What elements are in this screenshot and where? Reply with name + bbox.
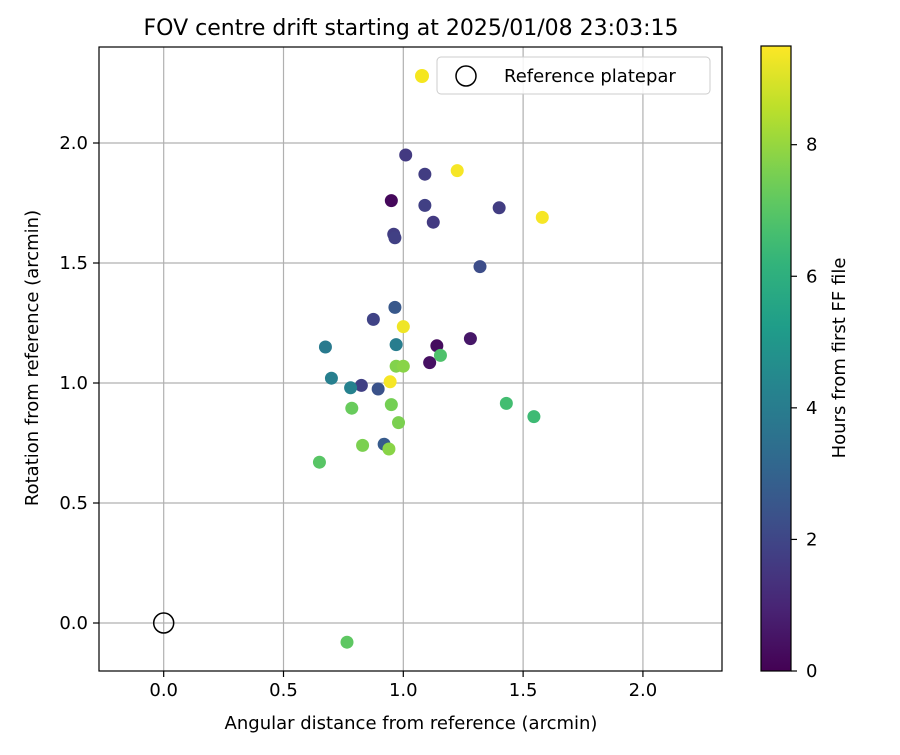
data-point	[383, 375, 397, 389]
data-point	[418, 167, 432, 181]
colorbar-gradient	[761, 46, 791, 671]
data-point	[499, 396, 513, 410]
data-point	[345, 401, 359, 415]
reference-layer	[152, 612, 175, 634]
data-point	[354, 378, 368, 392]
chart-title: FOV centre drift starting at 2025/01/08 …	[144, 16, 679, 41]
colorbar-tick-label: 6	[806, 266, 817, 287]
colorbar-tick-label: 2	[806, 529, 817, 550]
data-point	[384, 398, 398, 412]
reference-marker	[152, 612, 175, 634]
x-tick-label: 0.5	[269, 680, 298, 701]
data-point	[384, 194, 398, 208]
legend: Reference platepar	[415, 56, 711, 95]
data-point	[388, 300, 402, 314]
data-point	[399, 148, 413, 162]
data-point	[366, 312, 380, 326]
grid-lines	[99, 47, 722, 671]
y-axis-label: Rotation from reference (arcmin)	[22, 210, 43, 506]
data-point	[324, 371, 338, 385]
legend-marker-reference	[455, 65, 477, 87]
colorbar-ticks: 0 2 4 6 8	[791, 135, 817, 682]
data-point	[426, 215, 440, 229]
x-tick-label: 1.0	[389, 680, 418, 701]
x-axis-label: Angular distance from reference (arcmin)	[225, 713, 598, 734]
data-point	[433, 348, 447, 362]
legend-box	[436, 56, 711, 95]
x-tick-label: 0.0	[149, 680, 178, 701]
axis-ticks: 0.0 0.5 1.0 1.5 2.0 0.0 0.5 1.0 1.5 2.0	[59, 133, 657, 701]
data-point	[527, 410, 541, 424]
colorbar: 0 2 4 6 8 Hours from first FF file	[760, 45, 850, 682]
data-point	[344, 381, 358, 395]
data-point	[473, 260, 487, 274]
plot-frame	[98, 46, 723, 672]
data-point	[340, 635, 354, 649]
data-point	[388, 231, 402, 245]
data-point	[312, 455, 326, 469]
data-points	[312, 148, 549, 649]
colorbar-tick-label: 8	[806, 135, 817, 156]
colorbar-tick-label: 4	[806, 398, 817, 419]
data-point	[396, 359, 410, 373]
y-tick-label: 0.0	[59, 613, 88, 634]
data-point	[396, 320, 410, 334]
x-tick-label: 1.5	[509, 680, 538, 701]
legend-marker-filled	[415, 69, 429, 83]
data-point	[318, 340, 332, 354]
data-point	[371, 382, 385, 396]
data-point	[492, 201, 506, 215]
x-tick-label: 2.0	[629, 680, 658, 701]
colorbar-frame	[760, 45, 792, 672]
y-tick-label: 1.0	[59, 373, 88, 394]
y-tick-label: 0.5	[59, 493, 88, 514]
y-tick-label: 2.0	[59, 133, 88, 154]
y-tick-label: 1.5	[59, 253, 88, 274]
colorbar-tick-label: 0	[806, 661, 817, 682]
data-point	[356, 438, 370, 452]
colorbar-label: Hours from first FF file	[829, 258, 850, 459]
data-point	[423, 356, 437, 370]
data-point	[450, 164, 464, 178]
data-point	[463, 332, 477, 346]
data-point	[389, 338, 403, 352]
data-point	[392, 416, 406, 430]
data-point	[418, 198, 432, 212]
data-point	[535, 210, 549, 224]
legend-label-reference: Reference platepar	[504, 66, 676, 87]
data-point	[382, 442, 396, 456]
